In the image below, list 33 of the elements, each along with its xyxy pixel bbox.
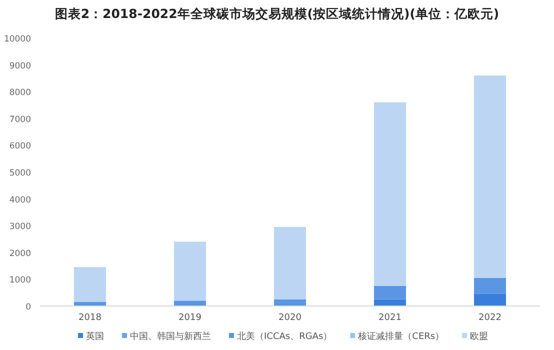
y-tick-label: 6000 <box>9 142 31 152</box>
legend-label: 核证减排量（CERs） <box>357 331 444 342</box>
legend-label: 欧盟 <box>470 331 488 342</box>
y-tick-label: 9000 <box>9 61 31 72</box>
bar <box>274 226 306 300</box>
y-tick-label: 1000 <box>9 276 31 286</box>
bar <box>474 76 506 278</box>
y-tick-label: 0 <box>26 302 31 312</box>
bar <box>474 294 506 306</box>
bar <box>74 267 106 302</box>
x-tick-label: 2019 <box>178 313 202 323</box>
y-tick-label: 5000 <box>9 168 31 178</box>
bar <box>374 299 406 306</box>
x-tick-label: 2021 <box>378 313 402 323</box>
legend-label: 中国、韩国与新西兰 <box>130 331 211 342</box>
y-tick-label: 8000 <box>9 88 31 98</box>
y-tick-label: 4000 <box>9 195 31 206</box>
y-tick-label: 2000 <box>9 248 31 259</box>
bar <box>174 242 206 301</box>
y-tick-label: 10000 <box>4 34 31 44</box>
x-tick-label: 2022 <box>478 313 502 323</box>
bar <box>374 286 406 300</box>
x-tick-label: 2018 <box>78 313 102 323</box>
bar <box>474 278 506 294</box>
chart-title: 图表2：2018-2022年全球碳市场交易规模(按区域统计情况)(单位：亿欧元) <box>54 6 500 21</box>
bar <box>274 299 306 306</box>
legend-label: 北美（ICCAs、RGAs） <box>237 331 332 342</box>
y-tick-label: 7000 <box>9 114 31 125</box>
y-tick-label: 3000 <box>9 222 31 232</box>
x-tick-label: 2020 <box>278 313 302 323</box>
bar <box>174 300 206 306</box>
legend-label: 英国 <box>86 331 104 342</box>
bar <box>374 102 406 286</box>
